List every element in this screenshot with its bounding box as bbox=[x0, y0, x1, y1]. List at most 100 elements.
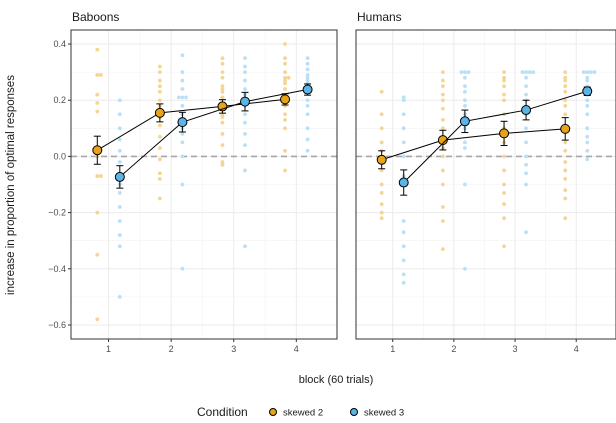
mean-line-skewed-2 bbox=[97, 98, 286, 151]
individual-point bbox=[462, 140, 467, 145]
mean-point bbox=[92, 145, 103, 156]
individual-point bbox=[401, 98, 406, 103]
individual-point bbox=[520, 70, 525, 75]
mean-point bbox=[280, 94, 291, 105]
individual-point bbox=[95, 101, 100, 105]
individual-point bbox=[563, 89, 568, 94]
individual-point bbox=[379, 126, 384, 131]
individual-point bbox=[462, 75, 467, 80]
individual-point bbox=[524, 92, 528, 97]
individual-point bbox=[95, 317, 100, 322]
individual-point bbox=[305, 56, 310, 60]
individual-point bbox=[305, 126, 310, 131]
individual-point bbox=[524, 75, 528, 80]
individual-point bbox=[243, 70, 247, 75]
panel-1: Humans 1 2 3 4 bbox=[355, 10, 616, 354]
individual-point bbox=[220, 75, 225, 80]
individual-point bbox=[286, 75, 291, 80]
y-tick-label: 0.4 bbox=[53, 39, 66, 49]
individual-point bbox=[440, 98, 445, 103]
individual-point bbox=[180, 70, 185, 75]
individual-point bbox=[531, 70, 536, 75]
x-tick-label: 3 bbox=[513, 344, 518, 354]
individual-point bbox=[527, 70, 532, 75]
individual-point bbox=[180, 266, 185, 271]
individual-point bbox=[401, 280, 406, 285]
y-tick-label: −0.4 bbox=[48, 264, 66, 274]
mean-line-skewed-3 bbox=[119, 89, 308, 178]
panel-plot-area bbox=[356, 30, 616, 339]
individual-point bbox=[180, 95, 185, 100]
individual-point bbox=[283, 70, 287, 75]
mean-point bbox=[582, 86, 593, 97]
x-tick-label: 1 bbox=[390, 344, 395, 354]
individual-point bbox=[157, 89, 162, 94]
individual-point bbox=[401, 112, 406, 117]
individual-point bbox=[220, 87, 225, 91]
individual-point bbox=[220, 143, 225, 148]
individual-point bbox=[117, 205, 122, 209]
individual-point bbox=[117, 233, 122, 237]
individual-point bbox=[117, 294, 122, 299]
individual-point bbox=[283, 148, 287, 153]
individual-point bbox=[401, 272, 406, 277]
individual-point bbox=[401, 126, 406, 131]
individual-point bbox=[502, 168, 506, 173]
individual-point bbox=[563, 160, 568, 164]
individual-point bbox=[440, 117, 445, 122]
individual-point bbox=[117, 137, 122, 142]
individual-point bbox=[459, 70, 464, 75]
individual-point bbox=[524, 230, 528, 235]
individual-point bbox=[379, 89, 384, 94]
individual-point bbox=[305, 61, 310, 66]
individual-point bbox=[283, 126, 287, 131]
individual-point bbox=[524, 162, 528, 167]
y-tick-label: 0.0 bbox=[53, 151, 66, 161]
individual-point bbox=[585, 134, 590, 139]
individual-point bbox=[220, 70, 225, 75]
individual-point bbox=[176, 95, 181, 100]
individual-point bbox=[401, 95, 406, 100]
individual-point bbox=[157, 146, 162, 150]
legend-label-skewed-3: skewed 3 bbox=[364, 408, 404, 419]
individual-point bbox=[563, 84, 568, 89]
individual-point bbox=[502, 182, 506, 187]
individual-point bbox=[466, 70, 471, 75]
individual-point bbox=[243, 120, 247, 125]
mean-point bbox=[398, 177, 409, 188]
individual-point bbox=[585, 75, 590, 80]
individual-point bbox=[563, 98, 568, 103]
individual-point bbox=[305, 98, 310, 103]
individual-point bbox=[157, 98, 162, 103]
individual-point bbox=[502, 75, 506, 80]
individual-point bbox=[157, 196, 162, 201]
mean-point bbox=[114, 171, 125, 182]
panel-plot-area bbox=[71, 30, 337, 339]
individual-point bbox=[401, 154, 406, 159]
individual-point bbox=[462, 146, 467, 150]
individual-point bbox=[283, 42, 287, 46]
individual-point bbox=[440, 70, 445, 75]
individual-point bbox=[524, 171, 528, 176]
individual-point bbox=[524, 140, 528, 145]
individual-point bbox=[524, 126, 528, 131]
individual-point bbox=[563, 196, 568, 201]
individual-point bbox=[95, 252, 100, 257]
individual-point bbox=[462, 103, 467, 108]
individual-point bbox=[243, 78, 247, 83]
y-tick-label: −0.2 bbox=[48, 208, 66, 218]
individual-point bbox=[379, 210, 384, 215]
legend-key-skewed-3 bbox=[350, 408, 358, 416]
individual-point bbox=[283, 75, 287, 80]
individual-point bbox=[117, 160, 122, 164]
individual-point bbox=[157, 176, 162, 181]
individual-point bbox=[283, 81, 287, 86]
individual-point bbox=[117, 244, 122, 249]
individual-point bbox=[98, 73, 103, 77]
individual-point bbox=[502, 216, 506, 221]
panels: Baboons 1 2 3 4 −0.6 −0.4 −0.2 0.0 0.2 0.4 Humans 1 2… bbox=[48, 10, 616, 354]
individual-point bbox=[440, 78, 445, 83]
individual-point bbox=[283, 168, 287, 173]
individual-point bbox=[117, 126, 122, 131]
